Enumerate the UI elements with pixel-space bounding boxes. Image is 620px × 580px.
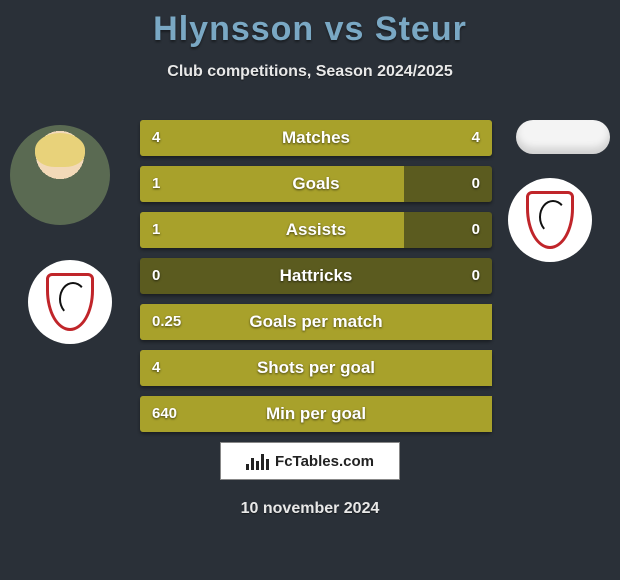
stat-label: Goals [140, 166, 492, 202]
stat-right-value: 0 [472, 166, 480, 202]
stat-row: 4Matches4 [140, 120, 492, 156]
subtitle: Club competitions, Season 2024/2025 [0, 63, 620, 81]
stat-row: 4Shots per goal [140, 350, 492, 386]
stat-label: Min per goal [140, 396, 492, 432]
site-logo-text: FcTables.com [275, 453, 374, 470]
stat-row: 0.25Goals per match [140, 304, 492, 340]
stat-row: 0Hattricks0 [140, 258, 492, 294]
stat-label: Hattricks [140, 258, 492, 294]
comparison-bars: 4Matches41Goals01Assists00Hattricks00.25… [140, 120, 492, 442]
stat-label: Matches [140, 120, 492, 156]
player-left-avatar [10, 125, 110, 225]
stat-label: Shots per goal [140, 350, 492, 386]
stat-label: Assists [140, 212, 492, 248]
stat-right-value: 0 [472, 212, 480, 248]
stat-row: 1Goals0 [140, 166, 492, 202]
player-left-club-badge [28, 260, 112, 344]
stat-row: 640Min per goal [140, 396, 492, 432]
stat-right-value: 0 [472, 258, 480, 294]
stat-right-value: 4 [472, 120, 480, 156]
date-caption: 10 november 2024 [0, 500, 620, 518]
page-title: Hlynsson vs Steur [0, 0, 620, 49]
chart-icon [246, 452, 269, 470]
stat-label: Goals per match [140, 304, 492, 340]
stat-row: 1Assists0 [140, 212, 492, 248]
player-right-avatar [516, 120, 610, 154]
site-logo[interactable]: FcTables.com [220, 442, 400, 480]
player-right-club-badge [508, 178, 592, 262]
